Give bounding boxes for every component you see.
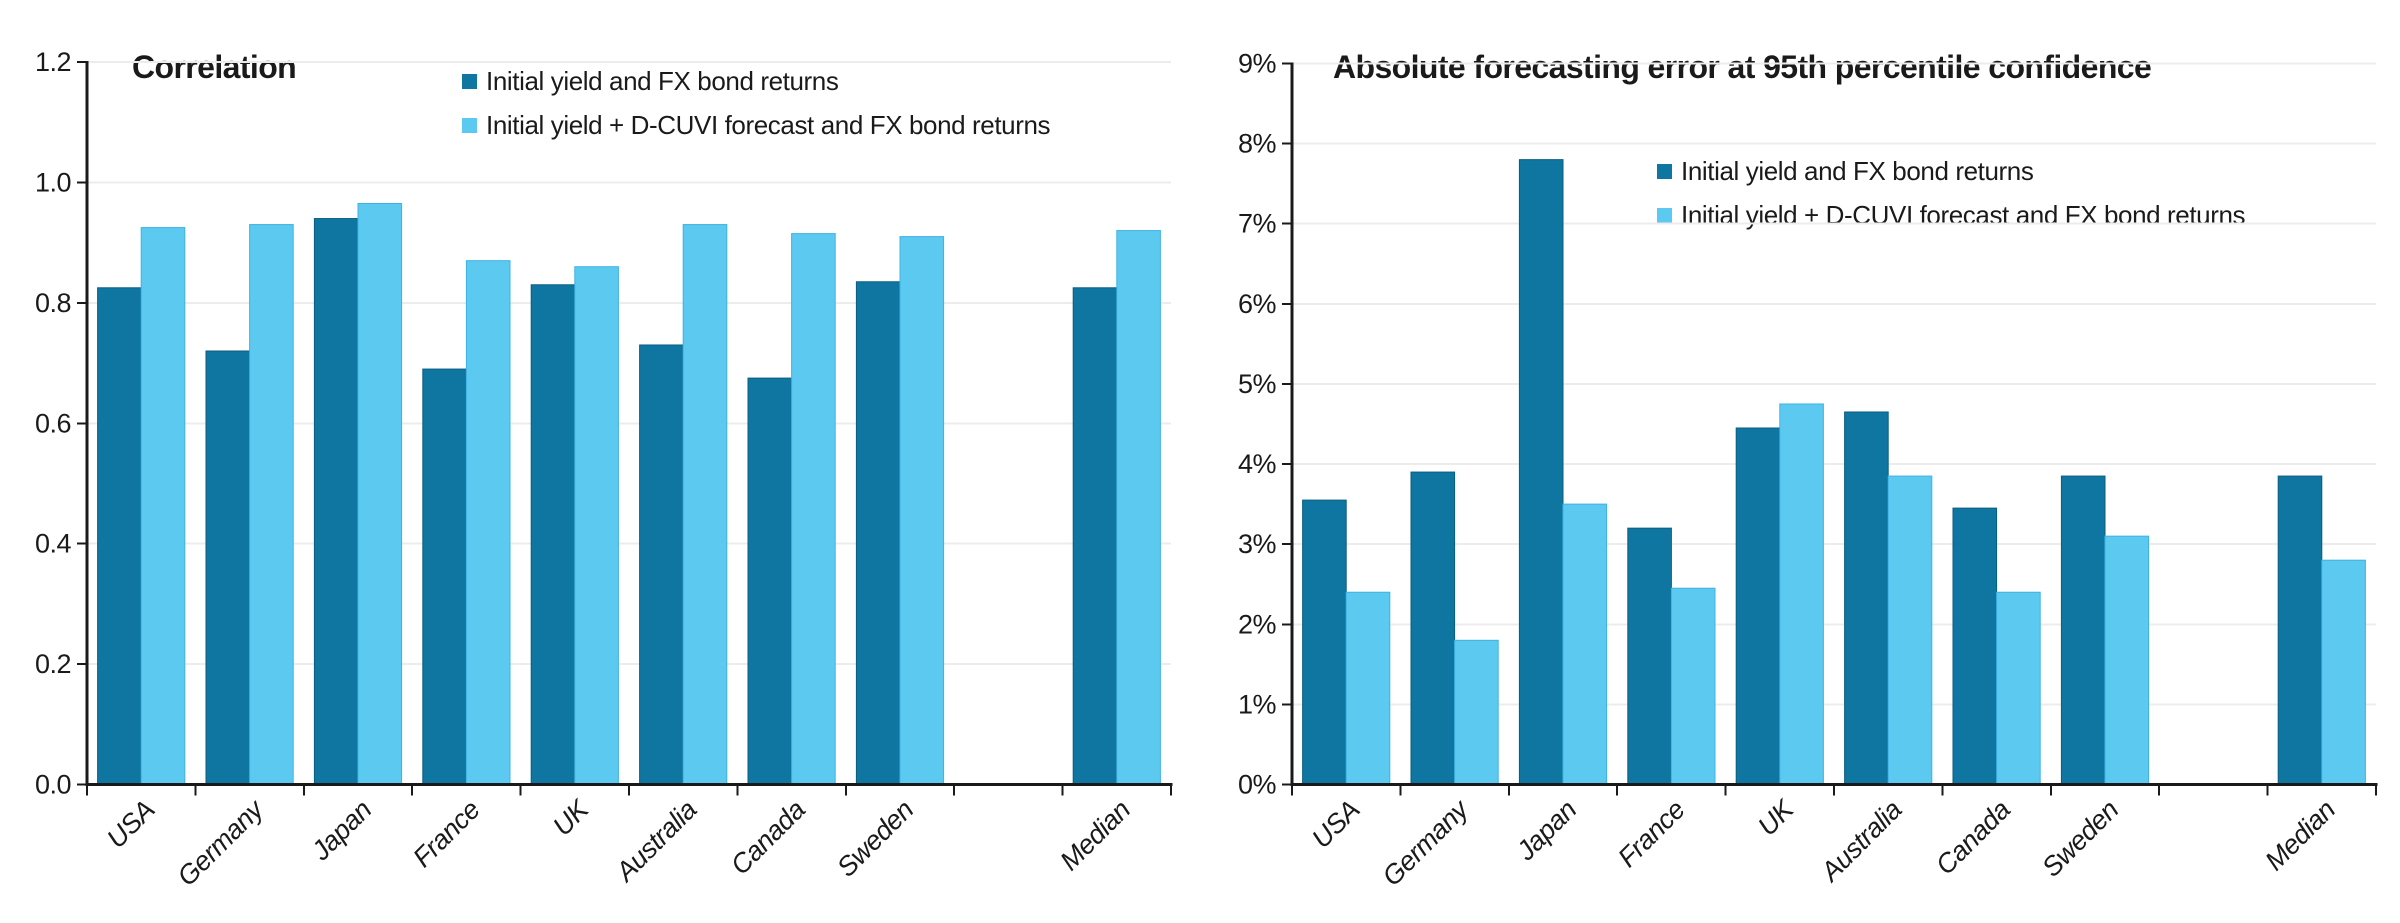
bar-series2 (1562, 503, 1608, 785)
bar-series1 (1072, 287, 1118, 785)
bar-series2 (791, 233, 836, 785)
y-tick-label: 0.8 (35, 288, 71, 318)
bar-series1 (1952, 507, 1998, 785)
legend-label-series1: Initial yield and FX bond returns (1681, 155, 2034, 186)
legend-label-series1: Initial yield and FX bond returns (486, 65, 839, 96)
bar-series2 (1454, 639, 1499, 785)
bar-series2 (357, 202, 403, 786)
bar-series2 (1779, 403, 1824, 785)
legend-label-series2: Initial yield + D-CUVI forecast and FX b… (486, 109, 1051, 140)
y-tick-label: 8% (1238, 129, 1277, 159)
bar-series1 (422, 368, 467, 785)
error-chart-title: Absolute forecasting error at 95th perce… (1333, 48, 2152, 85)
bar-series1 (639, 344, 684, 785)
bar-series2 (249, 224, 294, 785)
bar-series2 (2104, 535, 2150, 786)
y-tick-label: 1.0 (35, 167, 71, 197)
y-tick-label: 6% (1238, 289, 1277, 319)
bar-series1 (1627, 527, 1672, 786)
y-tick-label: 0.2 (35, 649, 71, 679)
bar-series2 (465, 260, 511, 785)
bar-series1 (1302, 499, 1347, 785)
x-category-label: USA (1306, 795, 1365, 854)
bar-series1 (855, 281, 901, 785)
bar-series1 (313, 218, 359, 785)
y-tick-label: 7% (1238, 209, 1277, 239)
bar-series1 (1735, 427, 1781, 785)
bar-series2 (2321, 559, 2366, 786)
y-tick-label: 0.0 (35, 770, 71, 800)
bar-series2 (1670, 587, 1716, 785)
y-tick-label: 4% (1238, 449, 1277, 479)
bar-series1 (97, 287, 142, 785)
legend-row: Initial yield and FX bond returns (462, 66, 1050, 96)
bar-series2 (1345, 591, 1391, 785)
y-tick-label: 1% (1238, 689, 1277, 719)
legend-row: Initial yield and FX bond returns (1657, 156, 2245, 186)
series1-swatch-icon (1657, 163, 1672, 179)
y-tick-label: 2% (1238, 609, 1277, 639)
bar-series2 (140, 227, 186, 785)
bar-series1 (1518, 159, 1564, 785)
correlation-chart-title: Correlation (132, 48, 297, 85)
x-category-label: France (1612, 794, 1691, 873)
y-tick-label: 9% (1238, 49, 1277, 79)
bar-series2 (682, 224, 728, 785)
series2-swatch-icon (462, 117, 477, 133)
series2-swatch-icon (1657, 207, 1672, 223)
y-tick-label: 0.6 (35, 408, 71, 438)
x-category-label: Australia (1814, 794, 1908, 888)
bar-series1 (2277, 475, 2323, 785)
bar-series2 (1887, 475, 1933, 785)
x-category-label: Median (2259, 795, 2341, 877)
bar-series1 (1410, 471, 1456, 785)
bar-series2 (1996, 591, 2041, 785)
legend-row: Initial yield + D-CUVI forecast and FX b… (462, 109, 1051, 140)
y-tick-label: 3% (1238, 529, 1277, 559)
x-category-label: Japan (1510, 795, 1582, 867)
x-category-label: UK (1752, 793, 1800, 841)
legend-correlation: Initial yield and FX bond returns Initia… (462, 66, 1051, 154)
bar-series2 (899, 236, 945, 785)
bar-series2 (574, 266, 619, 786)
x-category-label: Sweden (2036, 795, 2124, 883)
y-tick-label: 0% (1238, 770, 1277, 800)
series1-swatch-icon (462, 73, 477, 89)
bar-series1 (1844, 411, 1889, 785)
y-tick-label: 5% (1238, 369, 1277, 399)
bar-series1 (2060, 475, 2106, 785)
x-category-label: Canada (1930, 794, 2016, 880)
y-tick-label: 0.4 (35, 529, 72, 559)
bar-series1 (747, 377, 793, 785)
x-category-label: Germany (1377, 793, 1476, 892)
bar-series1 (530, 284, 576, 785)
y-tick-label: 1.2 (35, 47, 71, 77)
